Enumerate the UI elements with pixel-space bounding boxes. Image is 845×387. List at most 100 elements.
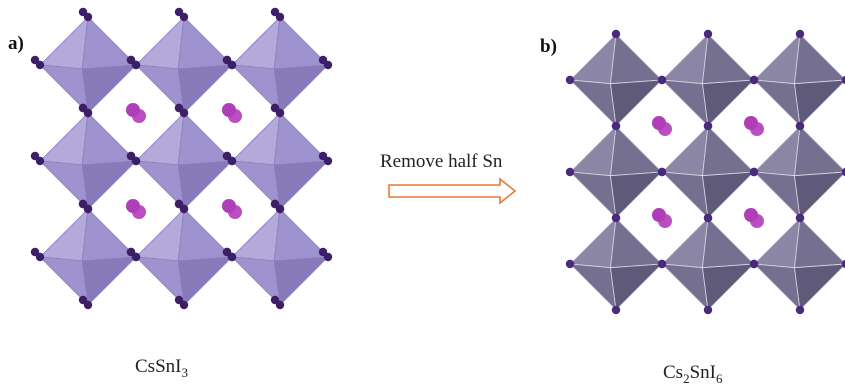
- iodide-atom: [565, 259, 575, 269]
- iodide-atom: [611, 213, 621, 223]
- cssni3-structure: [30, 7, 333, 310]
- octahedron-face: [177, 256, 234, 306]
- octahedron-face: [660, 171, 709, 220]
- cs2sni6-formula-main: Cs: [663, 362, 683, 383]
- octahedron-face: [752, 79, 801, 128]
- octahedron-face: [752, 263, 801, 312]
- iodide-atom: [611, 305, 621, 315]
- iodide-atom: [703, 121, 713, 131]
- iodide-atom: [749, 75, 759, 85]
- iodide-atom: [795, 121, 805, 131]
- cesium-atom: [658, 214, 672, 228]
- cs2sni6-structure: [565, 29, 845, 315]
- octahedron-face: [794, 217, 845, 269]
- iodide-atom: [703, 305, 713, 315]
- octahedron-face: [273, 64, 330, 114]
- iodide-atom: [318, 151, 328, 161]
- octahedron-face: [610, 125, 663, 177]
- iodide-atom: [611, 121, 621, 131]
- iodide-atom: [749, 167, 759, 177]
- cesium-atom: [132, 109, 146, 123]
- arrow-label: Remove half Sn: [380, 151, 503, 172]
- iodide-atom: [703, 29, 713, 39]
- octahedron-face: [569, 124, 617, 177]
- octahedron-face: [569, 32, 617, 85]
- iodide-atom: [78, 295, 88, 305]
- octahedron-face: [752, 171, 801, 220]
- octahedron-face: [702, 79, 756, 127]
- octahedron-face: [568, 79, 617, 128]
- iodide-atom: [270, 199, 280, 209]
- cesium-atom: [228, 205, 242, 219]
- iodide-atom: [795, 213, 805, 223]
- iodide-atom: [657, 167, 667, 177]
- iodide-atom: [703, 213, 713, 223]
- cesium-atom: [228, 109, 242, 123]
- octahedron-face: [660, 79, 709, 128]
- cssni3-formula-main: CsSnI: [135, 356, 181, 377]
- caption-cssni3: CsSnI3: [135, 356, 188, 380]
- iodide-atom: [126, 247, 136, 257]
- iodide-atom: [565, 75, 575, 85]
- cesium-atom: [750, 122, 764, 136]
- octahedron-face: [39, 15, 89, 70]
- octahedron-face: [273, 256, 330, 306]
- octahedron-face: [794, 33, 845, 85]
- octahedron-face: [702, 33, 755, 85]
- octahedron-face: [81, 64, 138, 114]
- iodide-atom: [795, 305, 805, 315]
- cesium-atom: [658, 122, 672, 136]
- octahedron-face: [753, 32, 801, 85]
- iodide-atom: [565, 167, 575, 177]
- octahedron-face: [610, 33, 663, 85]
- iodide-atom: [270, 295, 280, 305]
- iodide-atom: [30, 151, 40, 161]
- iodide-atom: [841, 75, 845, 85]
- octahedron-face: [610, 263, 664, 311]
- octahedron-face: [569, 216, 617, 269]
- octahedron-face: [794, 79, 845, 127]
- iodide-atom: [222, 55, 232, 65]
- iodide-atom: [657, 75, 667, 85]
- iodide-atom: [174, 7, 184, 17]
- cs2sni6-formula-sub2: 6: [716, 371, 723, 386]
- octahedron-face: [177, 64, 234, 114]
- octahedron-face: [135, 15, 185, 70]
- iodide-atom: [174, 199, 184, 209]
- iodide-atom: [30, 55, 40, 65]
- transformation-arrow: [388, 177, 517, 205]
- octahedron-face: [794, 125, 845, 177]
- cssni3-formula-sub: 3: [181, 365, 188, 380]
- octahedron-face: [610, 79, 664, 127]
- octahedron-face: [702, 263, 756, 311]
- octahedron-face: [39, 207, 89, 262]
- iodide-atom: [749, 259, 759, 269]
- iodide-atom: [318, 247, 328, 257]
- iodide-atom: [30, 247, 40, 257]
- iodide-atom: [126, 55, 136, 65]
- cs2sni6-formula-after: SnI: [690, 362, 716, 383]
- cesium-atom: [750, 214, 764, 228]
- iodide-atom: [174, 295, 184, 305]
- octahedron-face: [661, 32, 709, 85]
- iodide-atom: [174, 103, 184, 113]
- iodide-atom: [270, 7, 280, 17]
- octahedron-face: [702, 171, 756, 219]
- octahedron-face: [702, 217, 755, 269]
- octahedron-face: [273, 160, 330, 210]
- cesium-atom: [132, 205, 146, 219]
- octahedron-face: [568, 171, 617, 220]
- octahedron-face: [568, 263, 617, 312]
- octahedron-face: [81, 160, 138, 210]
- octahedron-face: [660, 263, 709, 312]
- octahedron-face: [610, 171, 664, 219]
- octahedron-face: [177, 160, 234, 210]
- octahedron-face: [39, 111, 89, 166]
- iodide-atom: [78, 199, 88, 209]
- iodide-atom: [841, 259, 845, 269]
- iodide-atom: [222, 247, 232, 257]
- iodide-atom: [78, 7, 88, 17]
- iodide-atom: [126, 151, 136, 161]
- iodide-atom: [318, 55, 328, 65]
- octahedron-face: [81, 256, 138, 306]
